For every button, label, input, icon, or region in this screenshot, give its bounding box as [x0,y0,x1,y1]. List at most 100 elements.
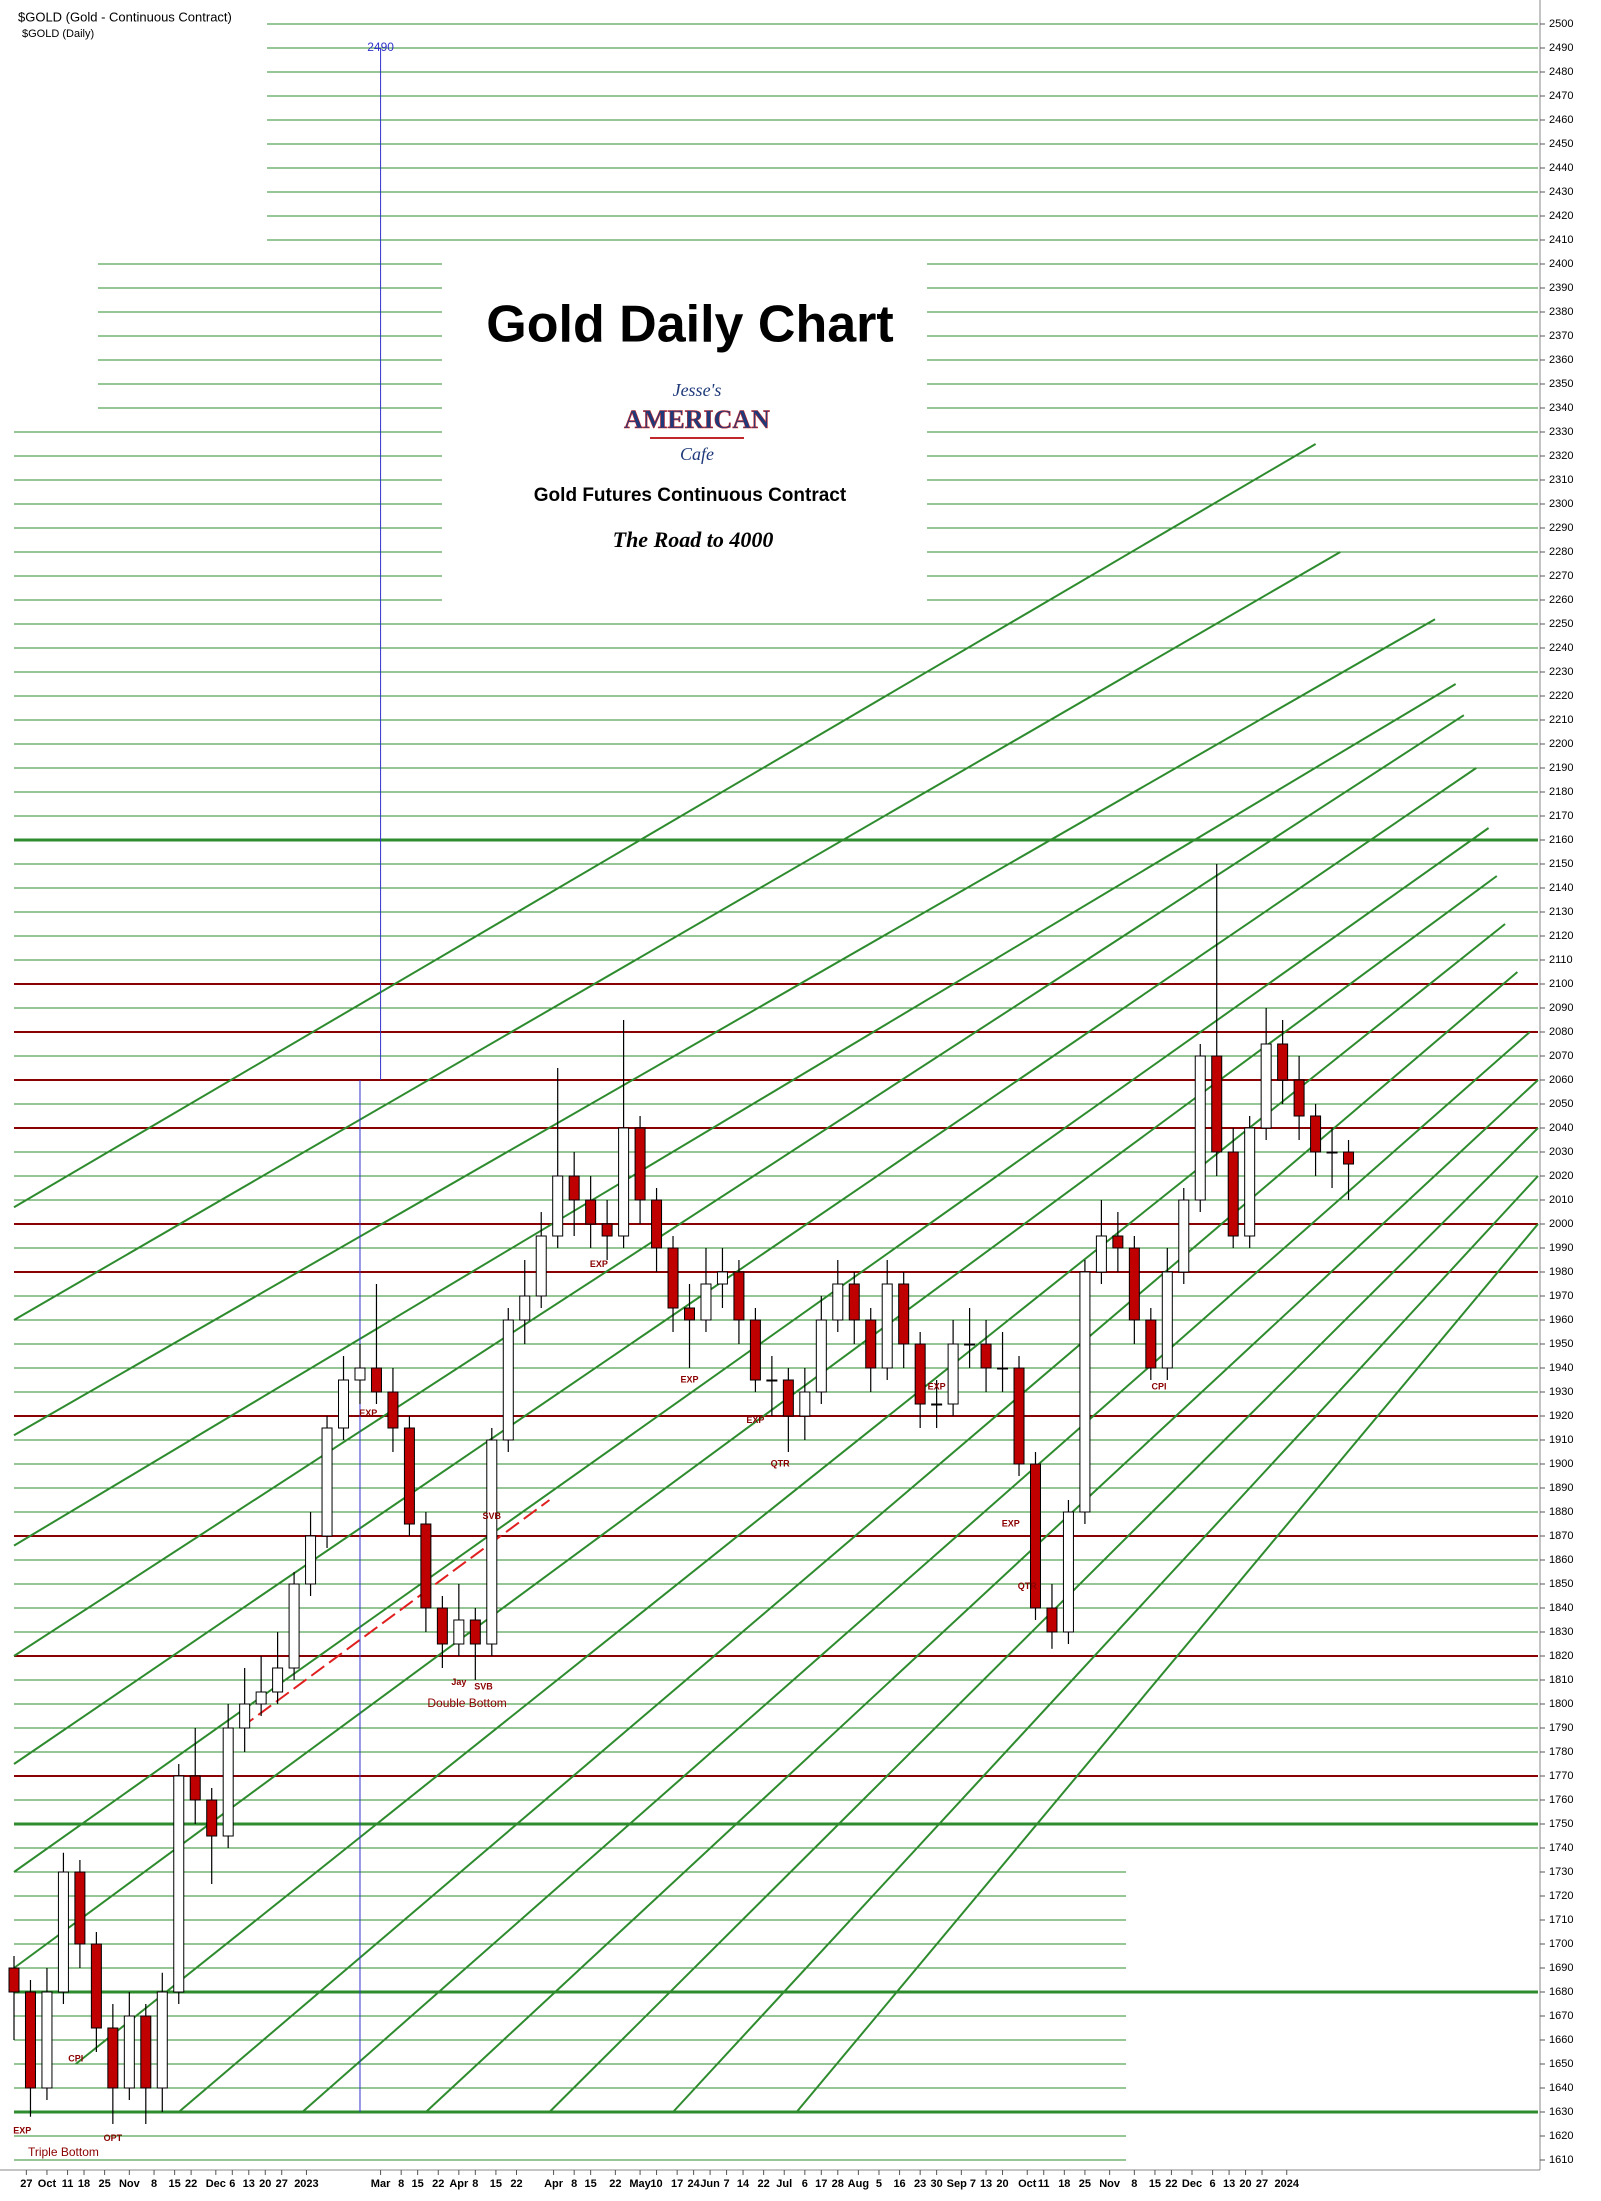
candle-body [980,1343,992,1369]
candle-body [848,1283,860,1321]
x-tick-label: 13 [1223,2178,1235,2190]
symbol-label: $GOLD (Gold - Continuous Contract) [18,9,232,24]
candle-body [601,1223,613,1237]
y-tick-label: 1620 [1549,2130,1573,2142]
y-tick-label: 2010 [1549,1194,1573,1206]
y-tick-label: 2230 [1549,666,1573,678]
candle-body [156,1991,168,2089]
y-tick-label: 1780 [1549,1746,1573,1758]
y-tick-label: 1850 [1549,1578,1573,1590]
y-tick-label: 1730 [1549,1866,1573,1878]
candles [8,864,1355,2124]
y-tick-label: 2220 [1549,690,1573,702]
candle-body [239,1703,251,1729]
y-tick-label: 1740 [1549,1842,1573,1854]
y-tick-label: 2350 [1549,378,1573,390]
trendline [13,714,1465,1657]
trendline [301,1031,1531,2113]
y-tick-label: 2500 [1549,18,1573,30]
candle-body [1079,1271,1091,1513]
x-tick-label: 8 [1131,2178,1137,2190]
y-tick-label: 2150 [1549,858,1573,870]
y-tick-label: 2240 [1549,642,1573,654]
x-tick-label: 18 [78,2178,90,2190]
annotation: EXP [928,1382,946,1392]
y-tick-label: 1640 [1549,2082,1573,2094]
annotation: Jay [451,1677,466,1687]
x-tick-label: 15 [412,2178,424,2190]
annotation: EXP [13,2126,31,2136]
annotation: QTR [771,1458,790,1468]
candle-body [321,1427,333,1537]
y-tick-label: 2180 [1549,786,1573,798]
candle-body [1013,1367,1025,1465]
x-tick-label: 2023 [294,2178,318,2190]
candle-body [1260,1043,1272,1129]
trendline [178,971,1519,2113]
x-tick-label: Jul [776,2178,792,2190]
candle-body [618,1127,630,1237]
y-tick-label: 2280 [1549,546,1573,558]
trendline [13,618,1436,1437]
y-tick-label: 2300 [1549,498,1573,510]
x-tick-label: 20 [1239,2178,1251,2190]
y-tick-label: 1960 [1549,1314,1573,1326]
y-tick-label: 1670 [1549,2010,1573,2022]
x-tick-label: 30 [931,2178,943,2190]
title-panel [442,260,927,604]
candle-body [634,1127,646,1201]
y-tick-label: 2050 [1549,1098,1573,1110]
annotation: SVB [483,1511,502,1521]
x-tick-label: 15 [1149,2178,1161,2190]
x-tick-label: 6 [229,2178,235,2190]
y-tick-label: 1990 [1549,1242,1573,1254]
candle-body [173,1775,185,1993]
candle-body [964,1343,976,1346]
y-tick-label: 1770 [1549,1770,1573,1782]
x-tick-label: 22 [1165,2178,1177,2190]
y-tick-label: 1680 [1549,1986,1573,1998]
x-tick-label: 24 [687,2178,700,2190]
x-tick-label: 15 [490,2178,502,2190]
candle-body [1277,1043,1289,1081]
candle-body [1227,1151,1239,1237]
x-tick-label: 18 [1058,2178,1070,2190]
trendline [13,875,1498,1969]
x-tick-label: 22 [432,2178,444,2190]
candle-body [1128,1247,1140,1321]
y-tick-label: 1700 [1549,1938,1573,1950]
candle-body [815,1319,827,1393]
y-tick-label: 2110 [1549,954,1573,966]
candle-body [272,1667,284,1693]
candle-body [832,1283,844,1321]
x-tick-label: 7 [724,2178,730,2190]
candle-body [436,1607,448,1645]
candle-body [898,1283,910,1345]
annotation: SVB [474,1682,493,1692]
candle-body [535,1235,547,1297]
candle-body [667,1247,679,1309]
y-tick-label: 2140 [1549,882,1573,894]
x-tick-label: 8 [571,2178,577,2190]
x-tick-label: Mar [371,2178,391,2190]
y-tick-label: 1820 [1549,1650,1573,1662]
x-tick-label: 22 [185,2178,197,2190]
trendline [672,1175,1539,2113]
y-tick-label: 2120 [1549,930,1573,942]
x-tick-label: 6 [802,2178,808,2190]
x-tick-label: 5 [876,2178,882,2190]
y-tick-label: 1630 [1549,2106,1573,2118]
candle-body [799,1391,811,1417]
annotation: Double Bottom [427,1696,506,1710]
x-tick-label: Oct [1018,2178,1037,2190]
x-tick-label: 20 [996,2178,1008,2190]
y-tick-label: 1810 [1549,1674,1573,1686]
x-tick-label: 10 [650,2178,662,2190]
y-tick-label: 1920 [1549,1410,1573,1422]
candle-body [1194,1055,1206,1201]
candle-body [255,1691,267,1705]
candle-body [997,1367,1009,1370]
candle-body [338,1379,350,1429]
candle-body [1095,1235,1107,1273]
candle-body [1046,1607,1058,1633]
